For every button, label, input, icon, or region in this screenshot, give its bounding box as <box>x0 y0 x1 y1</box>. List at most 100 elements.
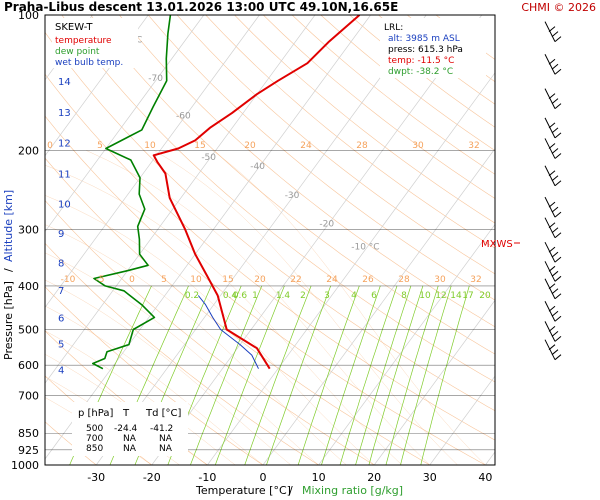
pressure-tick: 400 <box>18 280 39 293</box>
wind-barb-flag <box>548 344 556 351</box>
temperature-tick: 0 <box>260 471 267 484</box>
wind-barb-staff <box>544 165 556 187</box>
upper-label: 24 <box>300 141 312 151</box>
mid-label: -10 <box>61 275 76 285</box>
wind-barb-flag <box>548 265 556 272</box>
wind-barb-flag <box>551 349 559 356</box>
wind-barb-staff <box>544 321 556 342</box>
wind-barb <box>544 241 562 263</box>
lower-label: 3 <box>324 291 330 301</box>
isotherms <box>45 15 600 465</box>
lower-label: 1.4 <box>276 291 291 301</box>
lrl-title: LRL: <box>384 23 403 33</box>
lower-label: 0.4 <box>223 291 238 301</box>
isotherm-line <box>262 148 495 465</box>
temperature-tick: 20 <box>367 471 381 484</box>
isotherm-line <box>45 15 260 308</box>
wind-barb-flag <box>554 354 562 361</box>
y-axis-label-altitude: Altitude [km] <box>2 190 15 262</box>
isotherm-line <box>45 15 205 233</box>
wind-barb-flag <box>548 222 556 229</box>
wind-barbs <box>544 21 562 361</box>
mixing-ratio-line <box>266 285 332 465</box>
temperature-tick: 30 <box>423 471 437 484</box>
isotherm-label: -20 <box>319 219 334 229</box>
dry-adiabat-line <box>90 15 495 355</box>
x-axis-separator: / <box>289 484 293 497</box>
x-axis-label: Temperature [°C] <box>195 484 291 497</box>
wind-barb-staff <box>544 241 556 263</box>
wind-barb-flag <box>554 232 562 239</box>
pressure-tick: 850 <box>18 427 39 440</box>
upper-label: 15 <box>194 141 205 151</box>
wind-barb-staff <box>544 278 556 299</box>
upper-label: 32 <box>468 141 479 151</box>
altitude-tick: 4 <box>58 366 64 377</box>
wind-barb-flag <box>551 206 559 213</box>
mid-label: 0 <box>129 275 135 285</box>
chart-title: Praha-Libus descent 13.01.2026 13:00 UTC… <box>4 0 398 14</box>
wind-barb <box>544 165 562 187</box>
mid-label: 24 <box>326 275 338 285</box>
moist-adiabat-line <box>45 330 236 465</box>
mid-label: 15 <box>222 275 233 285</box>
isotherm-line <box>597 15 600 465</box>
wind-barb <box>544 301 562 322</box>
wind-barb-flag <box>551 270 559 277</box>
series-wet-bulb-temp <box>197 295 259 369</box>
legend-title: SKEW-T <box>55 22 93 33</box>
wind-barb-flag <box>554 275 562 282</box>
wind-barb <box>544 196 562 218</box>
pressure-tick: 500 <box>18 324 39 337</box>
series-temperature <box>152 15 361 370</box>
dry-adiabat-line <box>45 286 264 465</box>
altitude-tick: 10 <box>58 200 71 211</box>
isotherm-line <box>95 15 427 465</box>
lower-label: 17 <box>462 291 473 301</box>
y-axis-title: Pressure [hPa] / Altitude [km] <box>2 190 15 360</box>
lower-label: 20 <box>479 291 491 301</box>
lower-label: 14 <box>450 291 462 301</box>
isotherm-line <box>373 299 495 465</box>
wind-barb-flag <box>548 326 556 332</box>
temperature-tick: -30 <box>87 471 105 484</box>
wind-barb-flag <box>548 93 556 100</box>
isotherm-label: -10 °C <box>351 243 379 253</box>
wind-barb-flag <box>554 68 562 75</box>
wind-barb-flag <box>548 305 556 312</box>
pressure-tick: 1000 <box>11 459 39 472</box>
legend-wetbulb: wet bulb temp. <box>55 58 123 68</box>
dry-adiabat-line <box>320 15 495 151</box>
lower-label: 12 <box>435 291 446 301</box>
wind-barb-flag <box>554 336 562 342</box>
table-cell: 700 <box>86 434 103 444</box>
upper-label: 0 <box>47 141 53 151</box>
mid-label: 26 <box>362 275 374 285</box>
altitude-tick: 5 <box>58 340 64 351</box>
wind-barb-staff <box>544 88 556 109</box>
table-header-p: p [hPa] <box>78 408 113 419</box>
altitude-tick: 11 <box>58 169 71 180</box>
upper-label: 10 <box>144 141 156 151</box>
wind-barb-flag <box>548 58 556 65</box>
wind-barb-flag <box>548 246 556 253</box>
table-header-td: Td [°C] <box>145 408 182 419</box>
isotherm-label: -50 <box>201 153 216 163</box>
upper-label: 28 <box>356 141 368 151</box>
lower-label: 2 <box>300 291 306 301</box>
mid-label: 10 <box>190 275 202 285</box>
wind-barb-flag <box>554 315 562 322</box>
upper-label: 34 <box>524 141 536 151</box>
mid-label: 22 <box>290 275 301 285</box>
table-cell: NA <box>159 444 173 454</box>
dry-adiabat-line <box>176 15 495 275</box>
wind-barb <box>544 138 562 159</box>
wind-barb-flag <box>554 293 562 300</box>
pressure-tick: 700 <box>18 389 39 402</box>
lrl-box <box>380 18 486 78</box>
table-cell: 850 <box>86 444 103 454</box>
lrl-temp: temp: -11.5 °C <box>388 56 454 66</box>
wind-barb-flag <box>551 251 559 258</box>
